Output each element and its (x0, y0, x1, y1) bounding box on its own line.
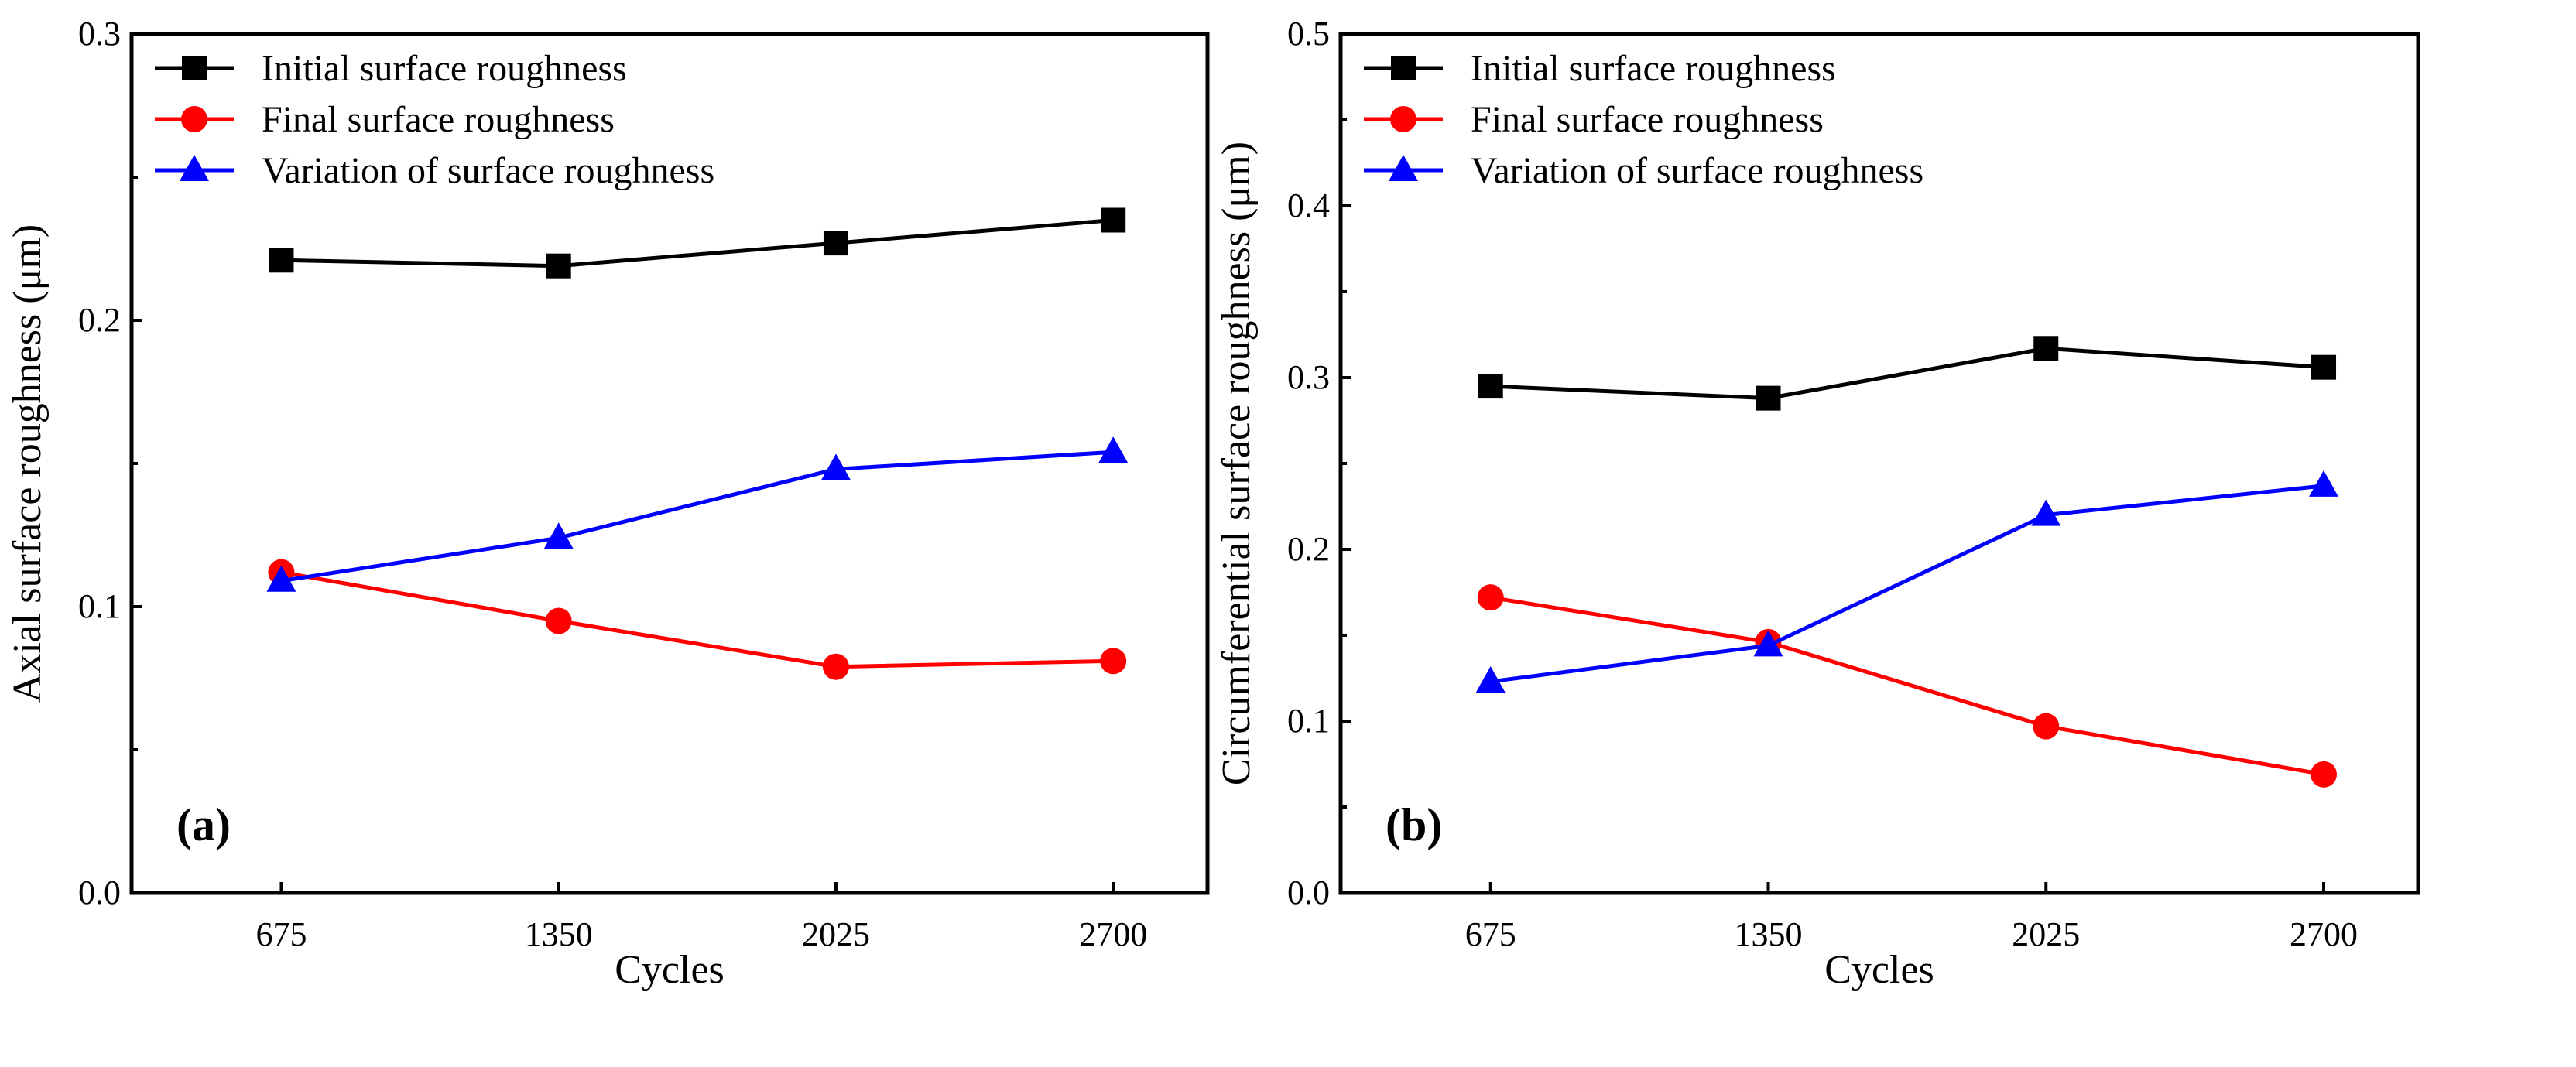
y-tick-label: 0.0 (78, 874, 121, 911)
data-point (1098, 436, 1129, 463)
legend-item: Variation of surface roughness (155, 150, 714, 191)
panel-label: (b) (1386, 799, 1442, 850)
y-axis-label: Axial surface roughness (μm) (5, 224, 50, 703)
series-square (269, 207, 1126, 279)
legend-item: Variation of surface roughness (1364, 150, 1923, 191)
series-line (281, 570, 1114, 669)
x-tick-label: 2700 (2290, 915, 2358, 953)
x-tick-label: 2025 (2012, 915, 2080, 953)
y-tick-label: 0.3 (78, 15, 121, 53)
data-point (2309, 470, 2339, 497)
series-circle (1477, 584, 2338, 788)
data-point (1100, 648, 1127, 675)
legend-marker (1391, 56, 1416, 80)
y-tick-label: 0.5 (1287, 15, 1330, 53)
data-point (545, 607, 572, 634)
data-point (269, 248, 294, 273)
data-point (543, 522, 574, 549)
data-point (2033, 713, 2060, 740)
data-point (546, 253, 571, 279)
y-tick-label: 0.1 (1287, 702, 1330, 740)
data-point (2311, 761, 2338, 788)
x-tick-label: 2700 (1079, 915, 1147, 953)
y-tick-label: 0.1 (78, 587, 121, 625)
panel-label: (a) (176, 799, 231, 850)
y-tick-label: 0.2 (78, 301, 121, 339)
series-line (281, 450, 1114, 583)
data-point (822, 653, 849, 680)
data-point (1753, 630, 1783, 657)
legend-item: Initial surface roughness (1364, 48, 1836, 89)
series-triangle (1475, 470, 2339, 693)
legend-label: Initial surface roughness (1471, 48, 1836, 89)
chart-panel-b: 0.0 0.1 0.2 0.3 0.4 0.5 675 1350 2025 2700 Cycles C… (1214, 15, 2420, 992)
x-tick-label: 675 (1465, 915, 1516, 953)
series-line (1490, 595, 2324, 777)
legend-label: Variation of surface roughness (1471, 150, 1923, 191)
series-line (1490, 346, 2324, 401)
y-axis-label: Circumferential surface roughness (μm) (1214, 142, 1259, 785)
legend-item: Initial surface roughness (155, 48, 627, 89)
data-point (823, 231, 848, 256)
x-axis-label: Cycles (1824, 948, 1934, 992)
y-tick-label: 0.4 (1287, 186, 1330, 224)
legend-marker (180, 155, 209, 181)
series-line (281, 218, 1114, 268)
x-axis-label: Cycles (615, 948, 724, 992)
legend-label: Variation of surface roughness (262, 150, 714, 191)
series-line (1490, 484, 2324, 684)
data-point (1475, 665, 1506, 693)
x-tick-label: 1350 (525, 915, 593, 953)
y-tick-label: 0.0 (1287, 874, 1330, 911)
data-point (1756, 385, 1781, 411)
series-triangle (266, 436, 1129, 592)
x-tick-label: 675 (255, 915, 307, 953)
data-point (1478, 374, 1503, 399)
legend-marker (1390, 106, 1416, 132)
data-point (2031, 499, 2061, 526)
series-square (1478, 336, 2337, 411)
legend-label: Final surface roughness (262, 99, 615, 140)
data-point (820, 453, 851, 480)
data-point (266, 565, 296, 592)
data-point (2033, 336, 2059, 361)
y-tick-label: 0.3 (1287, 358, 1330, 396)
data-point (1101, 207, 1126, 233)
x-tick-label: 2025 (802, 915, 870, 953)
legend-label: Final surface roughness (1471, 99, 1824, 140)
series-circle (268, 559, 1127, 680)
legend-marker (181, 106, 207, 132)
data-point (1477, 584, 1504, 611)
x-tick-label: 1350 (1734, 915, 1802, 953)
legend-marker (1389, 155, 1418, 181)
y-tick-label: 0.2 (1287, 530, 1330, 568)
chart-panel-a: 0.0 0.1 0.2 0.3 675 1350 2025 2700 Cycles Axial s… (5, 15, 1210, 992)
legend-label: Initial surface roughness (262, 48, 627, 89)
legend-item: Final surface roughness (1364, 99, 1824, 140)
legend-item: Final surface roughness (155, 99, 615, 140)
legend-marker (182, 56, 207, 80)
data-point (2311, 354, 2337, 380)
